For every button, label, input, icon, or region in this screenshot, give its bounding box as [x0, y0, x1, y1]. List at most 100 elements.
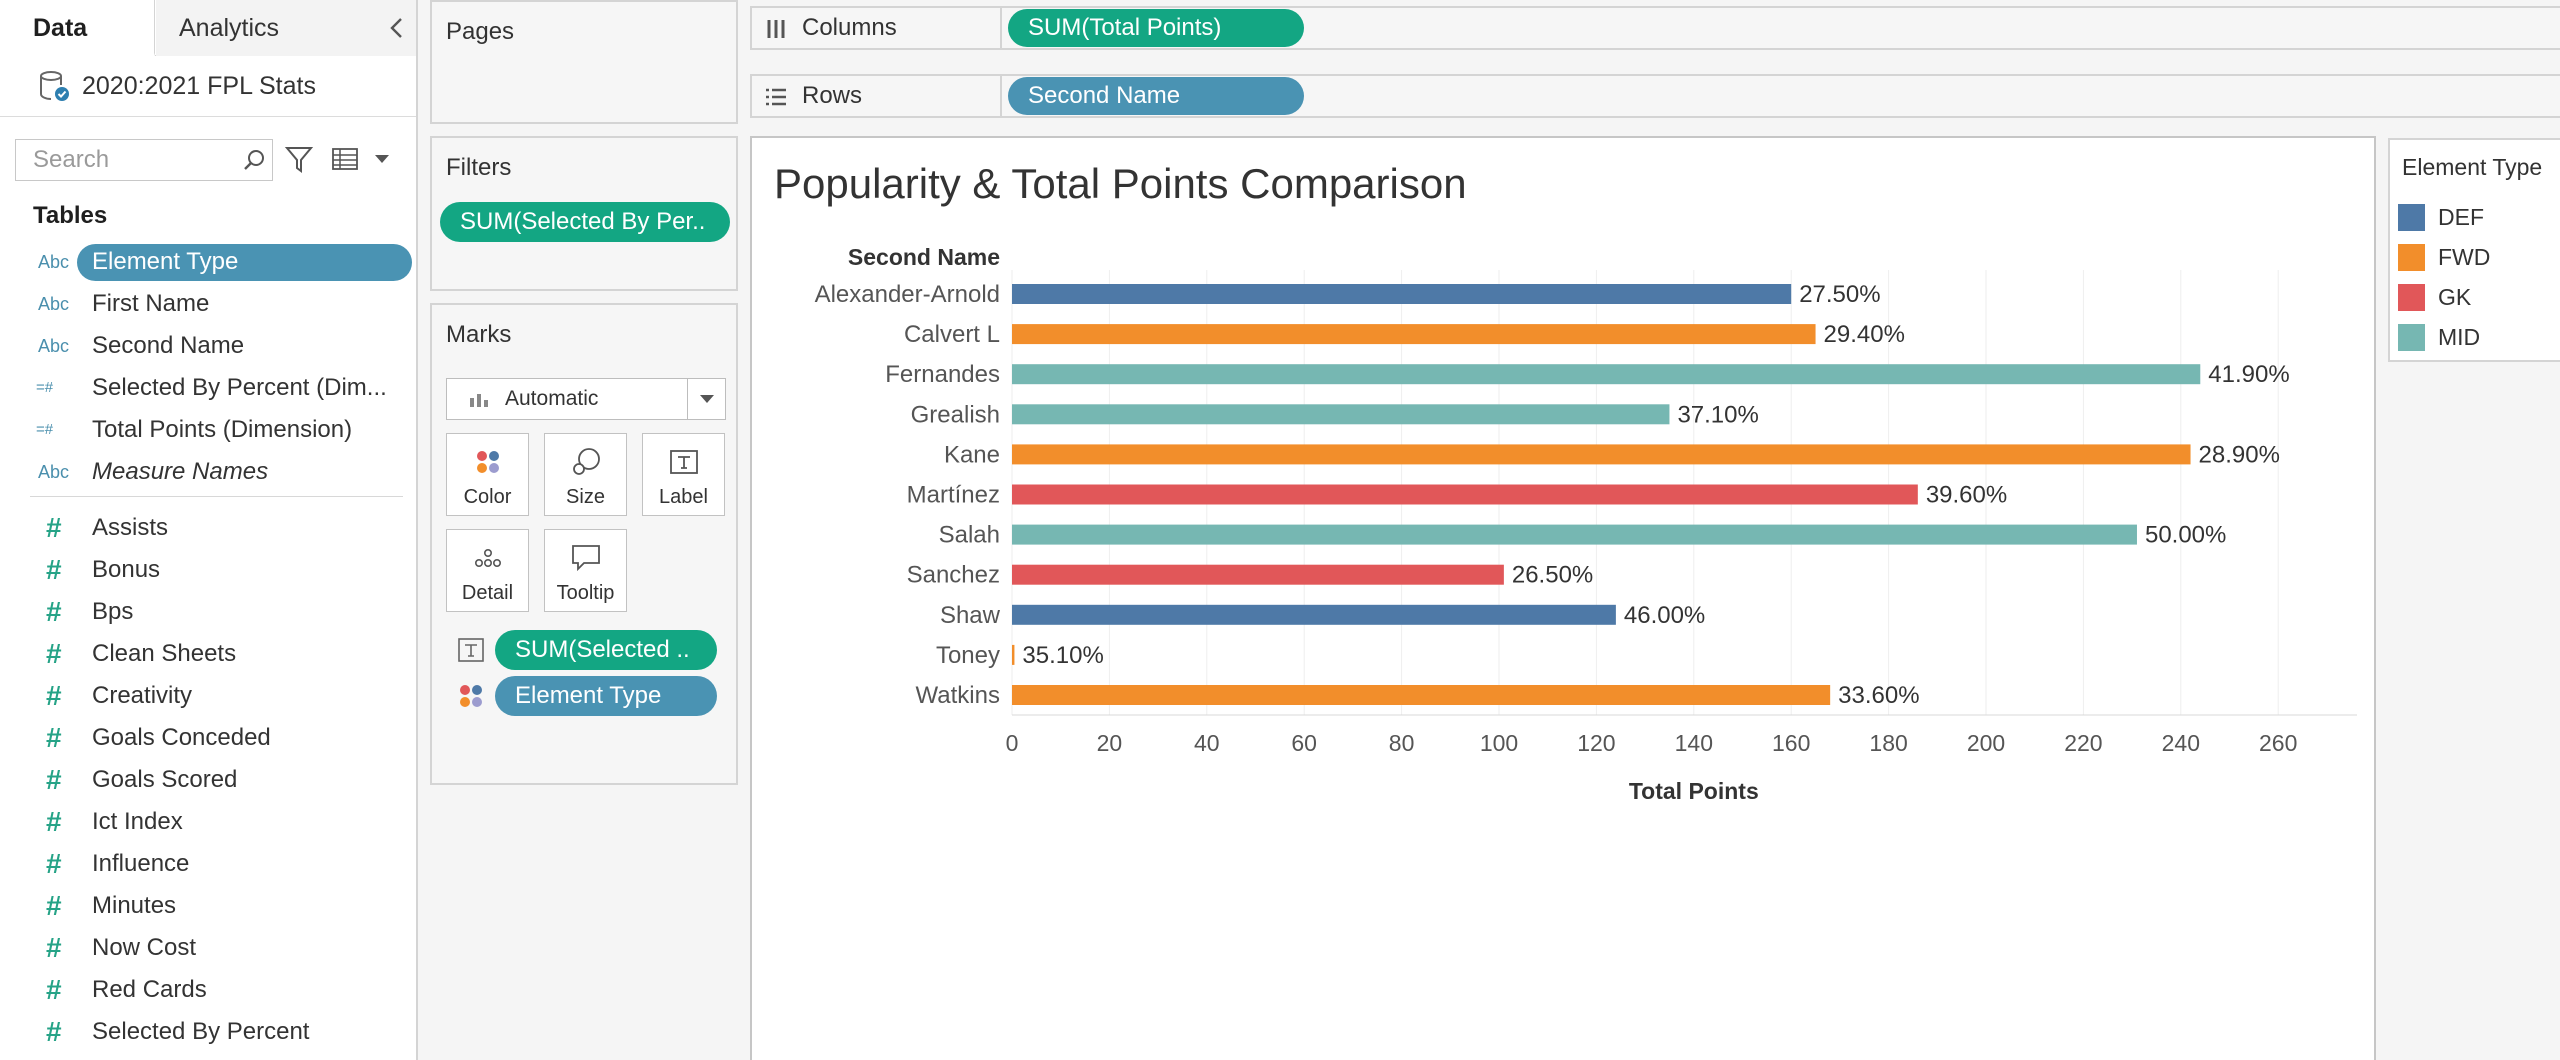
field-threat[interactable]: # Threat	[0, 1053, 416, 1060]
data-label: 33.60%	[1838, 682, 1919, 709]
field-label: Minutes	[92, 892, 177, 919]
data-label: 39.60%	[1926, 482, 2007, 509]
filter-icon[interactable]	[284, 144, 314, 174]
chart-view[interactable]: Popularity & Total Points Comparison 0 20…	[750, 136, 2376, 1060]
data-label: 37.10%	[1677, 401, 1758, 428]
field-total-points-dimension[interactable]: =# Total Points (Dimension)	[0, 409, 416, 451]
columns-pill[interactable]: SUM(Total Points)	[1008, 9, 1304, 47]
field-label: Red Cards	[92, 976, 207, 1003]
measure-icon: #	[46, 596, 62, 627]
bar[interactable]	[1012, 404, 1670, 425]
color-legend: Element Type DEF FWD GK MID	[2388, 138, 2560, 362]
category-label: Martínez	[907, 482, 1000, 509]
field-red-cards[interactable]: # Red Cards	[0, 969, 416, 1011]
measure-icon: #	[46, 554, 62, 585]
bar[interactable]	[1012, 324, 1816, 345]
label-button[interactable]: Label	[642, 433, 725, 516]
bar[interactable]	[1012, 364, 2201, 385]
datasource[interactable]: 2020:2021 FPL Stats	[36, 66, 316, 106]
divider	[1000, 76, 1002, 116]
field-element-type[interactable]: Abc Element Type	[0, 241, 416, 283]
label-encoding-pill[interactable]: SUM(Selected ..	[495, 630, 717, 670]
measure-icon: #	[46, 1016, 62, 1047]
collapse-pane-icon[interactable]	[384, 14, 410, 42]
chevron-down-icon[interactable]	[373, 152, 391, 166]
rows-pill[interactable]: Second Name	[1008, 77, 1304, 115]
legend-item-gk[interactable]: GK	[2398, 282, 2558, 312]
color-button[interactable]: Color	[446, 433, 529, 516]
view-list-icon[interactable]	[331, 146, 359, 172]
search-input[interactable]	[16, 140, 236, 180]
x-tick-label: 60	[1291, 730, 1317, 756]
size-button[interactable]: Size	[544, 433, 627, 516]
legend-label: DEF	[2438, 204, 2484, 230]
field-label: Bps	[92, 598, 134, 625]
category-label: Fernandes	[885, 361, 1000, 388]
field-assists[interactable]: # Assists	[0, 507, 416, 549]
mark-type-dropdown[interactable]: Automatic	[446, 378, 726, 420]
label-icon	[670, 450, 698, 474]
field-selected-by-percent[interactable]: # Selected By Percent	[0, 1011, 416, 1053]
category-label: Toney	[936, 642, 1000, 669]
row-header: Second Name	[848, 244, 1000, 270]
data-label: 41.90%	[2208, 361, 2289, 388]
field-measure-names[interactable]: Abc Measure Names	[0, 451, 416, 493]
rows-shelf[interactable]: Rows Second Name	[750, 74, 2560, 118]
color-label: Color	[463, 486, 512, 508]
filter-pill[interactable]: SUM(Selected By Per..	[440, 202, 730, 242]
chevron-down-icon	[700, 395, 714, 403]
bar[interactable]	[1012, 685, 1831, 705]
bar[interactable]	[1012, 284, 1792, 304]
pages-title: Pages	[446, 18, 515, 45]
bar[interactable]	[1012, 524, 2137, 545]
field-bonus[interactable]: # Bonus	[0, 549, 416, 591]
tooltip-label: Tooltip	[556, 582, 615, 604]
legend-swatch	[2398, 284, 2425, 311]
marks-title: Marks	[446, 321, 512, 348]
field-label: Clean Sheets	[92, 640, 237, 667]
bar[interactable]	[1012, 484, 1918, 505]
rows-icon	[766, 88, 786, 106]
detail-button[interactable]: Detail	[446, 529, 529, 612]
tab-data[interactable]: Data	[0, 0, 155, 56]
filters-shelf[interactable]: Filters SUM(Selected By Per..	[430, 136, 738, 291]
x-tick-label: 20	[1097, 730, 1123, 756]
field-influence[interactable]: # Influence	[0, 843, 416, 885]
bar[interactable]	[1012, 644, 1015, 665]
data-label: 35.10%	[1022, 642, 1103, 669]
tooltip-button[interactable]: Tooltip	[544, 529, 627, 612]
tab-analytics[interactable]: Analytics	[156, 0, 416, 56]
search-icon[interactable]	[243, 148, 267, 172]
columns-shelf[interactable]: Columns SUM(Total Points)	[750, 6, 2560, 50]
chart-title: Popularity & Total Points Comparison	[774, 160, 1467, 207]
bar-chart[interactable]: 0 20 40 60 80 100 120 140 160 180 200 220 240 260 Tota…	[752, 138, 2374, 1060]
field-creativity[interactable]: # Creativity	[0, 675, 416, 717]
string-dimension-icon: Abc	[38, 252, 70, 272]
legend-item-fwd[interactable]: FWD	[2398, 242, 2558, 272]
field-divider	[30, 496, 403, 497]
field-now-cost[interactable]: # Now Cost	[0, 927, 416, 969]
field-goals-scored[interactable]: # Goals Scored	[0, 759, 416, 801]
field-bps[interactable]: # Bps	[0, 591, 416, 633]
legend-item-mid[interactable]: MID	[2398, 322, 2558, 352]
color-encoding-pill[interactable]: Element Type	[495, 676, 717, 716]
legend-swatch	[2398, 244, 2425, 271]
field-label: Threat	[92, 1053, 161, 1060]
tables-heading: Tables	[33, 202, 108, 229]
search-box	[15, 139, 273, 181]
field-selected-by-percent-dim[interactable]: =# Selected By Percent (Dim...	[0, 367, 416, 409]
field-goals-conceded[interactable]: # Goals Conceded	[0, 717, 416, 759]
label-encoding-icon	[458, 638, 484, 662]
pages-shelf[interactable]: Pages	[430, 0, 738, 124]
field-clean-sheets[interactable]: # Clean Sheets	[0, 633, 416, 675]
field-minutes[interactable]: # Minutes	[0, 885, 416, 927]
field-second-name[interactable]: Abc Second Name	[0, 325, 416, 367]
bar[interactable]	[1012, 604, 1616, 625]
field-first-name[interactable]: Abc First Name	[0, 283, 416, 325]
field-ict-index[interactable]: # Ict Index	[0, 801, 416, 843]
mark-type-label: Automatic	[505, 387, 599, 410]
legend-item-def[interactable]: DEF	[2398, 202, 2558, 232]
bar[interactable]	[1012, 564, 1504, 585]
bar[interactable]	[1012, 444, 2191, 465]
field-label: Influence	[92, 850, 190, 877]
